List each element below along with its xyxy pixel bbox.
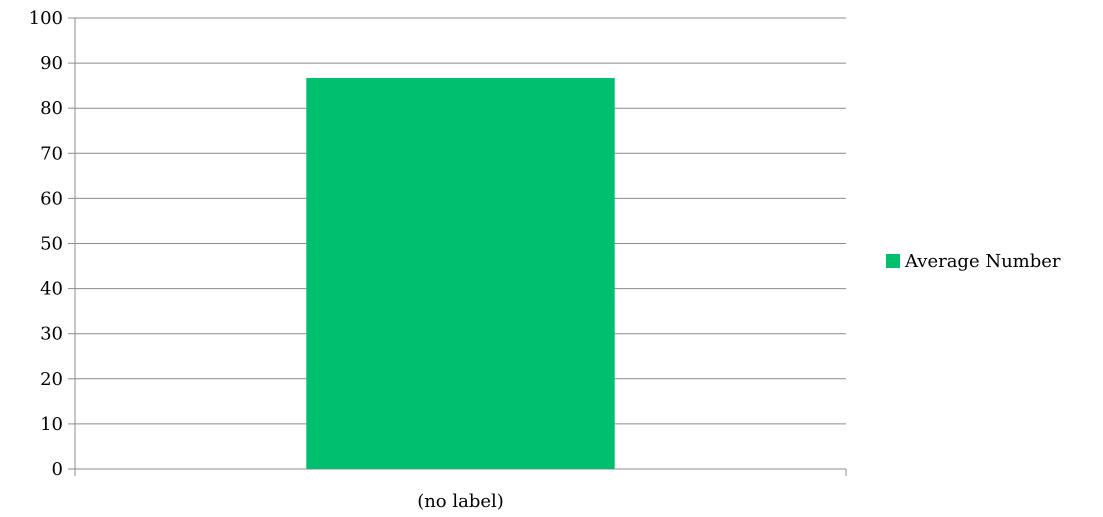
- y-tick-label: 50: [40, 234, 63, 255]
- x-category-label: (no label): [417, 491, 504, 512]
- legend-swatch: [886, 254, 900, 268]
- legend: Average Number: [886, 251, 1061, 272]
- y-tick-label: 0: [52, 459, 63, 480]
- x-axis-labels: (no label): [417, 491, 504, 512]
- y-tick-label: 80: [40, 98, 63, 119]
- y-tick-label: 10: [40, 414, 63, 435]
- y-tick-label: 60: [40, 188, 63, 209]
- y-tick-label: 40: [40, 279, 63, 300]
- y-tick-label: 30: [40, 324, 63, 345]
- y-tick-label: 70: [40, 143, 63, 164]
- y-axis-ticks: 0 10 20 30 40 50 60 70 80 90 100: [29, 8, 75, 480]
- y-tick-label: 100: [29, 8, 63, 29]
- y-tick-label: 20: [40, 369, 63, 390]
- legend-label: Average Number: [904, 251, 1061, 272]
- bars: [306, 77, 615, 469]
- y-tick-label: 90: [40, 53, 63, 74]
- bar: [306, 77, 615, 469]
